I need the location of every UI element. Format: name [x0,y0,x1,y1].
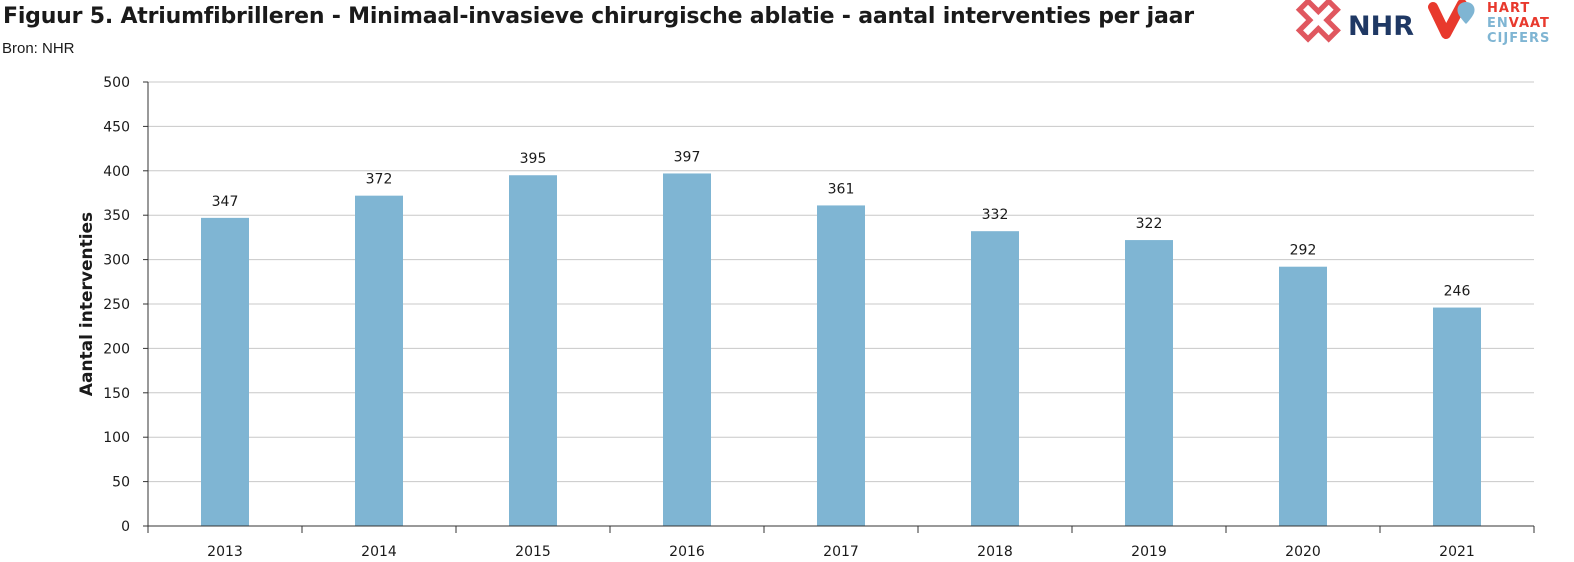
y-tick-label: 0 [121,519,130,535]
bar [201,217,249,526]
nhr-logo-text: NHR [1348,11,1414,42]
y-tick-label: 300 [103,253,130,269]
bar [971,231,1019,526]
bar [1433,307,1481,526]
chart-title: Figuur 5. Atriumfibrilleren - Minimaal-i… [3,4,1194,29]
bar [817,205,865,526]
logos: NHR HART ENVAAT CIJFERS [1295,0,1550,46]
bar [663,173,711,527]
nhr-logo: NHR [1295,0,1414,43]
y-tick-label: 200 [103,341,130,357]
logo-text-hart: HART [1487,1,1530,16]
logo-text-en: EN [1487,16,1509,31]
y-tick-label: 100 [103,430,130,446]
y-axis-label: Aantal interventies [77,212,97,396]
data-label: 397 [674,149,701,165]
x-tick-label: 2021 [1439,544,1475,560]
y-tick-label: 250 [103,297,130,313]
y-tick-label: 500 [103,75,130,91]
x-tick-label: 2015 [515,544,551,560]
data-label: 361 [828,181,855,197]
x-tick-label: 2016 [669,544,705,560]
y-tick-label: 50 [112,475,130,491]
bars [201,173,1481,527]
source-note: Bron: NHR [2,40,75,57]
bar [1279,266,1327,526]
data-label: 292 [1290,243,1317,259]
hart-en-vaat-cijfers-logo: HART ENVAAT CIJFERS [1428,0,1550,46]
x-tick-label: 2014 [361,544,397,560]
check-mark-icon [1428,0,1467,39]
data-label: 246 [1444,284,1471,300]
x-tick-label: 2013 [207,544,243,560]
logo-text-vaat: VAAT [1509,16,1550,31]
labels: 0 50 100 150 200 250 300 350 400 450 500 347 2013 372… [103,75,1475,560]
data-label: 322 [1136,216,1163,232]
droplet-icon [1457,2,1475,24]
nhr-cross-icon [1295,0,1341,43]
x-tick-label: 2018 [977,544,1013,560]
bar [1125,240,1173,526]
logo-text-envaat: ENVAAT [1487,16,1550,31]
x-tick-label: 2017 [823,544,859,560]
y-tick-label: 150 [103,386,130,402]
y-tick-label: 400 [103,164,130,180]
logo-text-cijfers: CIJFERS [1487,31,1550,46]
y-tick-label: 450 [103,119,130,135]
bar [509,175,557,527]
data-label: 372 [366,172,393,188]
data-label: 395 [520,151,547,167]
data-label: 332 [982,207,1009,223]
x-tick-label: 2019 [1131,544,1167,560]
x-tick-label: 2020 [1285,544,1321,560]
axes [143,81,1535,533]
bar [355,195,403,526]
y-tick-label: 350 [103,208,130,224]
data-label: 347 [212,194,239,210]
